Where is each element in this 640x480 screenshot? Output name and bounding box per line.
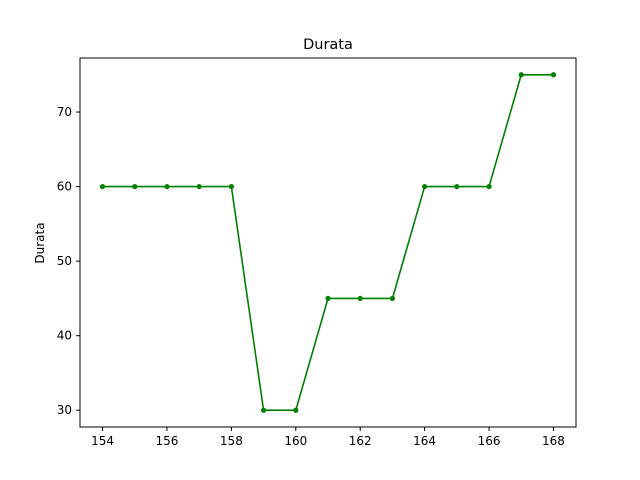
data-point	[454, 183, 460, 190]
data-point	[518, 72, 524, 78]
x-tick-label: 156	[156, 434, 179, 448]
x-tick-label: 166	[478, 434, 501, 448]
data-point	[164, 183, 170, 190]
chart-title: Durata	[303, 37, 353, 53]
data-point	[486, 183, 492, 190]
y-tick-label: 70	[57, 105, 72, 119]
y-tick-label: 60	[57, 180, 72, 194]
x-tick-label: 154	[91, 434, 114, 448]
data-point	[325, 295, 331, 302]
y-tick-label: 40	[57, 329, 72, 343]
data-point	[99, 183, 106, 190]
x-tick-label: 164	[413, 434, 436, 448]
plot-area: 154 156 158 160 162 164 166 168 30 40 50 60 70	[57, 72, 565, 448]
x-tick-label: 168	[542, 434, 565, 448]
data-point	[132, 183, 138, 190]
x-tick-label: 160	[284, 434, 307, 448]
y-tick-label: 50	[57, 254, 72, 268]
data-point	[228, 183, 234, 190]
data-point	[357, 295, 363, 302]
x-tick-label: 158	[220, 434, 243, 448]
x-tick-label: 162	[349, 434, 372, 448]
y-axis-label: Durata	[33, 222, 47, 263]
data-point	[196, 183, 202, 190]
data-point	[293, 407, 299, 413]
data-point	[550, 72, 557, 78]
y-tick-label: 30	[57, 403, 72, 417]
data-point	[260, 407, 267, 413]
axes-frame	[79, 57, 577, 428]
data-point	[422, 183, 428, 190]
data-point	[389, 295, 396, 302]
